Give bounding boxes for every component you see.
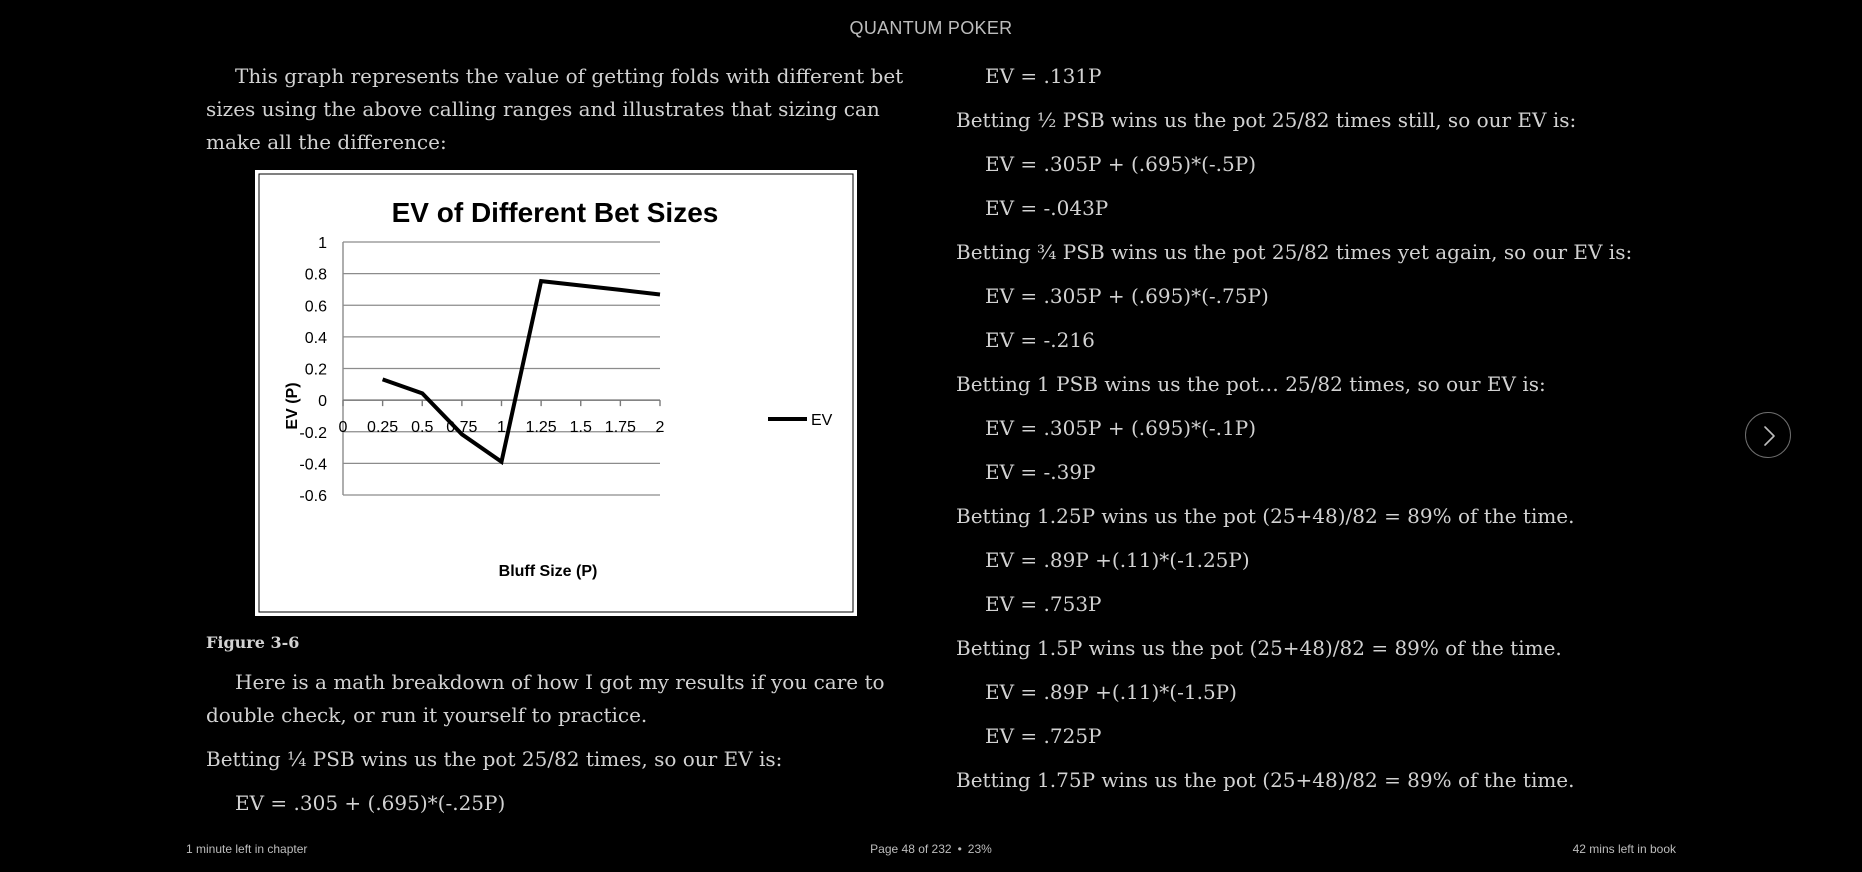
x-tick-label: 2	[656, 419, 665, 436]
book-percent: 23%	[967, 842, 992, 856]
figure-3-6-chart: EV of Different Bet Sizes 1 0.8 0.6 0.4 0.2 0…	[255, 170, 857, 616]
x-tick-label: 0.5	[411, 419, 433, 436]
chapter-time-remaining: 1 minute left in chapter	[186, 842, 308, 856]
page-progress: Page 48 of 232 • 23%	[0, 842, 1862, 856]
chart-inner-border	[258, 173, 854, 613]
equation-line: EV = .131P	[985, 64, 1102, 88]
equation-line: EV = .753P	[985, 592, 1102, 616]
x-tick-label: 1.75	[605, 419, 636, 436]
quarter-psb-equation: EV = .305 + (.695)*(-.25P)	[235, 791, 506, 815]
chart-title: EV of Different Bet Sizes	[392, 197, 719, 228]
ev-line-chart: EV of Different Bet Sizes 1 0.8 0.6 0.4 0.2 0…	[258, 173, 854, 613]
footer-separator: •	[957, 842, 962, 856]
next-page-button[interactable]	[1745, 412, 1791, 458]
y-tick-label: 0.2	[305, 362, 327, 379]
chart-series	[381, 278, 661, 466]
equation-line: EV = .89P +(.11)*(-1.25P)	[985, 548, 1250, 572]
series-line-ev	[381, 278, 661, 466]
text-paragraph: Betting 1.75P wins us the pot (25+48)/82…	[956, 768, 1575, 792]
y-tick-label: 0.8	[305, 267, 327, 284]
equation-line: EV = .725P	[985, 724, 1102, 748]
x-tick-label: 1.25	[526, 419, 557, 436]
breakdown-intro-paragraph: Here is a math breakdown of how I got my…	[206, 670, 885, 727]
chart-y-axis-label: EV (P)	[284, 382, 301, 429]
y-tick-label: -0.6	[299, 488, 327, 505]
legend-label-ev: EV	[811, 412, 833, 429]
y-tick-label: 0	[318, 393, 327, 410]
chart-gridlines	[342, 241, 661, 496]
x-tick-label: 0	[339, 419, 348, 436]
equation-line: EV = -.043P	[985, 196, 1109, 220]
page-number: Page 48 of 232	[870, 842, 952, 856]
chart-y-tick-labels: 1 0.8 0.6 0.4 0.2 0 -0.2 -0.4 -0.6	[299, 235, 327, 505]
text-paragraph: Betting 1 PSB wins us the pot… 25/82 tim…	[956, 372, 1546, 396]
right-page-column: EV = .131P Betting ½ PSB wins us the pot …	[956, 60, 1656, 808]
book-time-remaining: 42 mins left in book	[1572, 842, 1676, 856]
chevron-right-icon	[1764, 426, 1775, 446]
x-tick-label: 0.25	[367, 419, 398, 436]
y-tick-label: -0.4	[299, 456, 327, 473]
y-tick-label: 0.6	[305, 298, 327, 315]
y-tick-label: -0.2	[299, 425, 327, 442]
chart-legend: EV	[768, 412, 833, 429]
left-page-column: This graph represents the value of getti…	[206, 60, 908, 831]
equation-line: EV = .89P +(.11)*(-1.5P)	[985, 680, 1237, 704]
text-paragraph: Betting ¾ PSB wins us the pot 25/82 time…	[956, 240, 1633, 264]
y-tick-label: 0.4	[305, 330, 327, 347]
quarter-psb-paragraph: Betting ¼ PSB wins us the pot 25/82 time…	[206, 747, 783, 771]
x-tick-label: 1	[497, 419, 506, 436]
equation-line: EV = .305P + (.695)*(-.5P)	[985, 152, 1257, 176]
text-paragraph: Betting ½ PSB wins us the pot 25/82 time…	[956, 108, 1577, 132]
text-paragraph: Betting 1.5P wins us the pot (25+48)/82 …	[956, 636, 1562, 660]
text-paragraph: Betting 1.25P wins us the pot (25+48)/82…	[956, 504, 1575, 528]
chart-intro-paragraph: This graph represents the value of getti…	[206, 64, 904, 154]
book-title: QUANTUM POKER	[849, 18, 1013, 38]
figure-caption: Figure 3-6	[206, 633, 300, 652]
chart-x-axis-label: Bluff Size (P)	[499, 563, 598, 580]
equation-line: EV = .305P + (.695)*(-.1P)	[985, 416, 1257, 440]
chart-x-tick-labels: 0 0.25 0.5 0.75 1 1.25 1.5 1.75 2	[339, 419, 665, 436]
y-tick-label: 1	[318, 235, 327, 252]
equation-line: EV = -.39P	[985, 460, 1096, 484]
equation-line: EV = .305P + (.695)*(-.75P)	[985, 284, 1269, 308]
equation-line: EV = -.216	[985, 328, 1095, 352]
x-tick-label: 1.5	[570, 419, 592, 436]
